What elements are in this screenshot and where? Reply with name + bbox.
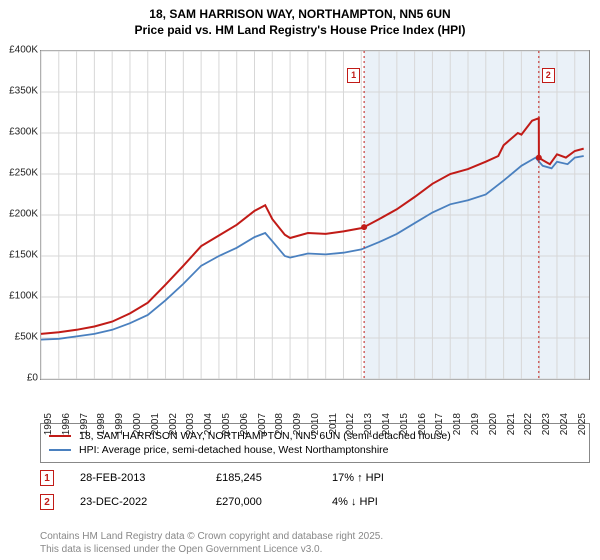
y-tick-label: £150K [0,250,38,261]
x-tick-label: 2012 [345,413,356,435]
marker-dot-2 [536,155,542,161]
legend-item: HPI: Average price, semi-detached house,… [49,444,581,456]
x-tick-label: 2015 [399,413,410,435]
annotation-delta: 17% ↑ HPI [332,472,384,484]
annotation-delta: 4% ↓ HPI [332,496,378,508]
annotation-price: £270,000 [216,496,306,508]
x-tick-label: 2005 [221,413,232,435]
annotation-date: 23-DEC-2022 [80,496,190,508]
x-tick-label: 2006 [239,413,250,435]
x-tick-label: 2007 [257,413,268,435]
y-tick-label: £400K [0,45,38,56]
chart-svg [41,51,589,379]
annotation-price: £185,245 [216,472,306,484]
x-tick-label: 2022 [523,413,534,435]
x-tick-label: 2023 [541,413,552,435]
y-tick-label: £250K [0,168,38,179]
marker-dot-1 [361,224,367,230]
x-tick-label: 2002 [168,413,179,435]
x-tick-label: 2017 [434,413,445,435]
x-tick-label: 2014 [381,413,392,435]
legend-swatch [49,435,71,437]
y-tick-label: £350K [0,86,38,97]
x-tick-label: 2010 [310,413,321,435]
annotation-marker: 2 [40,494,54,510]
y-tick-label: £0 [0,373,38,384]
legend-label: HPI: Average price, semi-detached house,… [79,444,389,456]
y-tick-label: £50K [0,332,38,343]
marker-box-2: 2 [542,68,555,83]
x-tick-label: 2016 [417,413,428,435]
x-tick-label: 2024 [559,413,570,435]
annotation-marker: 1 [40,470,54,486]
x-tick-label: 2008 [274,413,285,435]
x-tick-label: 2000 [132,413,143,435]
x-tick-label: 2025 [577,413,588,435]
x-tick-label: 2004 [203,413,214,435]
x-tick-label: 1998 [96,413,107,435]
chart-title: 18, SAM HARRISON WAY, NORTHAMPTON, NN5 6… [0,0,600,38]
footer-line2: This data is licensed under the Open Gov… [40,544,383,557]
x-tick-label: 2009 [292,413,303,435]
title-line1: 18, SAM HARRISON WAY, NORTHAMPTON, NN5 6… [0,6,600,22]
chart-plot-area [40,50,590,380]
x-tick-label: 2018 [452,413,463,435]
y-tick-label: £300K [0,127,38,138]
annotation-date: 28-FEB-2013 [80,472,190,484]
y-tick-label: £100K [0,291,38,302]
footer-line1: Contains HM Land Registry data © Crown c… [40,531,383,544]
y-tick-label: £200K [0,209,38,220]
x-tick-label: 1997 [79,413,90,435]
x-tick-label: 2011 [328,413,339,435]
x-tick-label: 2013 [363,413,374,435]
x-tick-label: 2021 [506,413,517,435]
x-tick-label: 1996 [61,413,72,435]
marker-box-1: 1 [347,68,360,83]
title-line2: Price paid vs. HM Land Registry's House … [0,22,600,38]
x-tick-label: 1999 [114,413,125,435]
x-tick-label: 2020 [488,413,499,435]
x-tick-label: 2003 [185,413,196,435]
legend-swatch [49,449,71,451]
footer-attribution: Contains HM Land Registry data © Crown c… [40,531,383,556]
annotation-row-2: 2 23-DEC-2022 £270,000 4% ↓ HPI [40,494,590,510]
x-tick-label: 1995 [43,413,54,435]
x-tick-label: 2019 [470,413,481,435]
annotation-row-1: 1 28-FEB-2013 £185,245 17% ↑ HPI [40,470,590,486]
x-tick-label: 2001 [150,413,161,435]
